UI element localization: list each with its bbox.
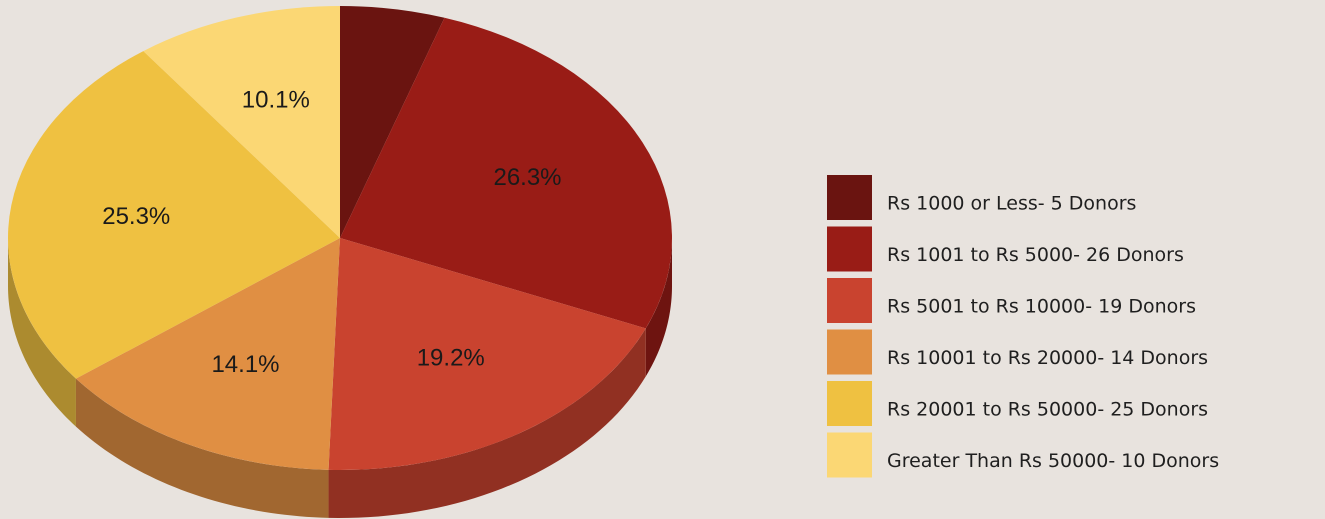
legend-swatch	[827, 175, 872, 220]
slice-label: 19.2%	[417, 345, 485, 372]
slice-label: 14.1%	[211, 351, 279, 378]
slice	[340, 17, 672, 329]
slice	[8, 51, 340, 379]
legend-label: Rs 1001 to Rs 5000- 26 Donors	[887, 244, 1184, 266]
slice	[75, 238, 341, 470]
slice	[328, 238, 646, 470]
slice-side	[75, 378, 329, 518]
slice	[143, 6, 340, 238]
slice-side	[8, 238, 76, 427]
slice	[340, 6, 445, 238]
slice-label: 10.1%	[242, 87, 310, 114]
legend-swatch	[827, 278, 872, 323]
legend-swatch	[827, 226, 872, 272]
slice-label: 26.3%	[493, 164, 561, 191]
legend-label: Rs 10001 to Rs 20000- 14 Donors	[887, 347, 1208, 369]
legend-swatch	[827, 432, 872, 478]
legend-label: Rs 20001 to Rs 50000- 25 Donors	[887, 399, 1208, 421]
legend-swatch	[827, 381, 872, 426]
legend-label: Rs 5001 to Rs 10000- 19 Donors	[887, 296, 1196, 318]
legend-swatch	[827, 329, 872, 375]
slice-side	[645, 238, 672, 377]
legend-label: Greater Than Rs 50000- 10 Donors	[887, 450, 1219, 472]
legend-label: Rs 1000 or Less- 5 Donors	[887, 193, 1136, 215]
slice-label: 25.3%	[102, 203, 170, 230]
slice-side	[328, 328, 646, 518]
